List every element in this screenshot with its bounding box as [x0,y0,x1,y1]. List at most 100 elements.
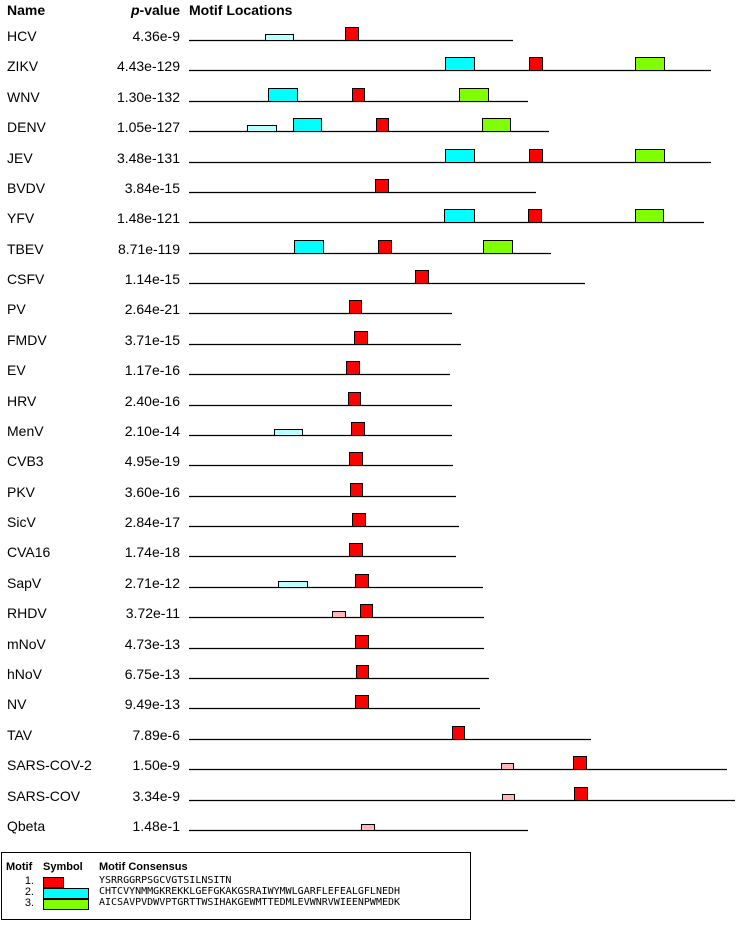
motif-1-block [346,361,360,375]
sequence-pvalue: 1.05e-127 [116,119,180,135]
sequence-name: YFV [7,210,35,226]
motif-3-block [635,209,664,223]
sequence-name: TBEV [7,241,44,257]
sequence-name: PV [7,301,26,317]
motif-1-block [356,665,369,679]
motif-1-block [501,763,514,770]
motif-1-block [349,543,363,557]
sequence-name: CSFV [7,271,45,287]
sequence-pvalue: 4.43e-129 [116,58,180,74]
sequence-name: SicV [7,514,36,530]
motif-1-block [529,57,543,71]
sequence-pvalue: 3.72e-11 [125,605,180,621]
legend-motif-number: 2. [24,886,34,898]
pvalue-p: p [130,2,140,18]
column-header-motif-locations: Motif Locations [189,2,293,18]
motif-1-block [332,611,346,618]
sequence-pvalue: 6.75e-13 [124,666,180,682]
motif-2-block [247,125,277,132]
sequence-name: HCV [7,28,37,44]
motif-1-block [345,27,359,41]
motif-1-block [352,88,365,102]
sequence-name: BVDV [7,180,46,196]
motif-2-block [445,149,475,163]
motif-2-block [444,209,475,223]
sequence-pvalue: 2.40e-16 [124,393,180,409]
motif-2-block [278,581,308,588]
sequence-pvalue: 3.34e-9 [132,788,180,804]
sequence-pvalue: 2.64e-21 [124,301,180,317]
motif-1-block [361,824,375,831]
column-header-pvalue: p-value [100,2,180,18]
sequence-pvalue: 4.95e-19 [124,453,180,469]
sequence-pvalue: 4.73e-13 [124,636,180,652]
sequence-pvalue: 1.50e-9 [132,757,180,773]
sequence-name: TAV [7,727,33,743]
motif-3-block [459,88,489,102]
motif-1-block [349,452,363,466]
legend-symbol-motif-3 [43,899,89,910]
sequence-pvalue: 2.71e-12 [124,575,180,591]
motif-2-block [265,34,294,41]
motif-1-block [415,270,429,284]
sequence-pvalue: 1.30e-132 [116,89,180,105]
motif-1-block [376,118,389,132]
motif-1-block [375,179,389,193]
sequence-pvalue: 4.36e-9 [132,28,180,44]
sequence-pvalue: 2.10e-14 [124,423,180,439]
pvalue-suffix: -value [139,2,180,18]
motif-1-block [349,300,362,314]
motif-1-block [360,604,373,618]
legend-consensus: CHTCVYNMMGKREKKLGEFGKAKGSRAIWYMWLGARFLEF… [99,886,401,897]
legend-header-symbol: Symbol [43,861,83,873]
sequence-name: SapV [7,575,42,591]
sequence-pvalue: 1.17e-16 [124,362,180,378]
sequence-pvalue: 3.60e-16 [124,484,180,500]
sequence-name: SARS-COV [7,788,81,804]
legend-consensus: AICSAVPVDWVPTGRTTWSIHAKGEWMTTEDMLEVWNRVW… [99,897,401,908]
sequence-pvalue: 2.84e-17 [124,514,180,530]
sequence-pvalue: 9.49e-13 [124,696,180,712]
sequence-pvalue: 3.71e-15 [124,332,180,348]
legend-motif-number: 1. [24,875,34,887]
column-header-name: Name [7,2,46,18]
sequence-name: mNoV [7,636,46,652]
motif-1-block [502,794,515,801]
sequence-pvalue: 1.48e-121 [116,210,180,226]
motif-1-block [355,574,369,588]
sequence-pvalue: 3.84e-15 [124,180,180,196]
sequence-name: hNoV [7,666,43,682]
legend-motif-number: 3. [24,897,34,909]
sequence-name: DENV [7,119,46,135]
sequence-name: NV [7,696,27,712]
motif-2-block [293,118,322,132]
sequence-name: WNV [7,89,40,105]
sequence-name: JEV [7,150,33,166]
sequence-name: CVA16 [7,544,51,560]
sequence-pvalue: 3.48e-131 [116,150,180,166]
motif-2-block [268,88,298,102]
sequence-pvalue: 1.48e-1 [132,818,180,834]
motif-1-block [351,422,365,436]
motif-1-block [348,392,361,406]
motif-1-block [528,209,542,223]
sequence-name: Qbeta [7,818,46,834]
sequence-name: HRV [7,393,37,409]
motif-1-block [529,149,543,163]
motif-3-block [635,57,665,71]
legend-symbol-motif-2 [43,888,89,899]
motif-3-block [482,118,511,132]
motif-2-block [445,57,475,71]
sequence-name: FMDV [7,332,47,348]
motif-1-block [352,513,366,527]
motif-1-block [573,756,587,770]
legend-consensus: YSRRGGRPSGCVGTSILNSITN [99,875,232,886]
sequence-name: CVB3 [7,453,44,469]
sequence-pvalue: 8.71e-119 [117,241,180,257]
sequence-name: ZIKV [7,58,39,74]
sequence-name: SARS-COV-2 [7,757,92,773]
legend-header-consensus: Motif Consensus [99,861,188,873]
motif-3-block [635,149,665,163]
motif-3-block [483,240,513,254]
sequence-pvalue: 7.89e-6 [132,727,180,743]
